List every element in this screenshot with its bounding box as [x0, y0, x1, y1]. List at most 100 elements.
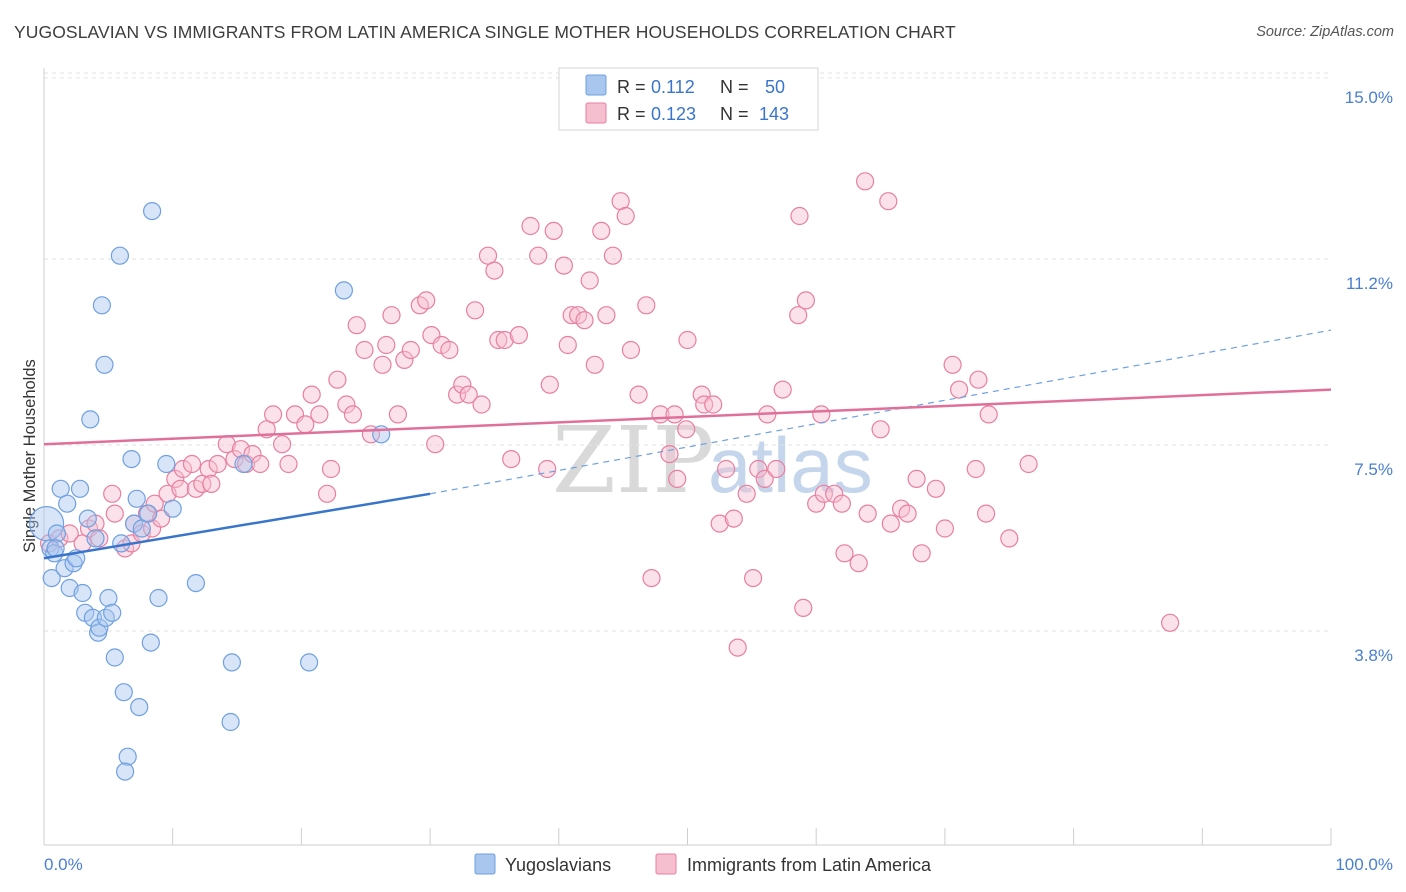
- latin-america-point: [724, 509, 743, 528]
- latin-america-point: [907, 469, 926, 488]
- latin-america-point: [296, 415, 315, 434]
- legend-r-label-1: R =: [617, 77, 646, 97]
- latin-america-point: [202, 474, 221, 493]
- latin-america-point: [382, 306, 401, 325]
- latin-america-point: [858, 504, 877, 523]
- latin-america-point: [585, 355, 604, 374]
- latin-america-point: [912, 544, 931, 563]
- latin-america-point: [621, 340, 641, 360]
- latin-america-point: [773, 380, 792, 399]
- latin-america-point: [728, 638, 747, 657]
- latin-america-point: [855, 172, 875, 191]
- latin-america-point: [580, 271, 599, 290]
- latin-america-point: [388, 405, 407, 424]
- latin-america-point: [767, 459, 786, 479]
- yugoslavian-point: [42, 568, 61, 588]
- source-credit: Source: ZipAtlas.com: [1256, 24, 1394, 40]
- y-axis-label: Single Mother Households: [21, 359, 39, 553]
- watermark-zip: ZIP: [552, 407, 714, 514]
- trend-lines: [43, 329, 1332, 560]
- latin-america-point: [794, 598, 813, 618]
- yugoslavian-point: [99, 588, 118, 608]
- y-tick-label: 15.0%: [1345, 88, 1393, 107]
- latin-america-point: [637, 296, 656, 315]
- yugoslavian-point: [81, 410, 100, 429]
- latin-america-point: [459, 385, 478, 404]
- latin-america-point: [426, 435, 445, 454]
- latin-america-point: [597, 306, 616, 325]
- latin-america-point: [789, 306, 808, 325]
- yugoslavian-point: [122, 450, 141, 469]
- yugoslavian-point: [64, 554, 83, 573]
- latin-america-point: [355, 340, 374, 360]
- latin-america-point: [279, 454, 298, 474]
- latin-america-point: [264, 405, 283, 424]
- y-tick-label: 11.2%: [1346, 274, 1393, 293]
- yugoslavian-point: [186, 573, 205, 593]
- latin-america-point: [749, 459, 768, 479]
- latin-america-point: [949, 380, 969, 399]
- latin-america-point: [171, 479, 190, 498]
- latin-america-point: [790, 206, 809, 226]
- latin-america-point: [90, 529, 109, 548]
- latin-america-point: [495, 330, 514, 350]
- bottom-legend-swatch-pink: [655, 853, 677, 875]
- latin-america-point: [704, 395, 723, 414]
- latin-america-point: [182, 454, 202, 474]
- latin-america-point: [969, 370, 988, 389]
- latin-america-point: [879, 192, 898, 211]
- latin-america-point: [540, 375, 559, 394]
- latin-america-point: [871, 420, 890, 439]
- yugoslavian-point: [141, 633, 160, 652]
- latin-america-point: [225, 450, 244, 469]
- yugoslavian-point: [143, 202, 162, 221]
- latin-america-point: [208, 454, 227, 474]
- latin-america-point: [417, 291, 436, 310]
- yugoslavian-trend-extension: [429, 329, 1332, 495]
- latin-america-point: [979, 405, 998, 424]
- yugoslavian-point: [51, 479, 70, 498]
- yugoslavian-point: [139, 504, 158, 523]
- latin-america-point: [337, 395, 356, 414]
- yugoslavian-point: [103, 603, 122, 622]
- latin-america-point: [660, 445, 679, 464]
- yugoslavian-point: [115, 762, 135, 781]
- yugoslavian-point: [163, 499, 182, 518]
- x-tick-label-min: 0.0%: [44, 855, 83, 874]
- latin-america-point: [825, 484, 844, 503]
- latin-america-point: [755, 469, 774, 488]
- yugoslavian-point: [234, 454, 253, 474]
- chart-title: YUGOSLAVIAN VS IMMIGRANTS FROM LATIN AME…: [14, 22, 956, 42]
- latin-america-point: [273, 435, 292, 454]
- latin-america-point: [716, 459, 736, 479]
- latin-america-point: [343, 405, 362, 424]
- latin-america-point: [898, 504, 917, 523]
- latin-america-point: [166, 469, 185, 488]
- latin-america-point: [796, 291, 816, 310]
- yugoslavian-point: [78, 509, 97, 528]
- latin-america-point: [737, 484, 756, 503]
- latin-america-point: [665, 405, 684, 424]
- latin-america-point: [472, 395, 491, 414]
- yugoslavian-point: [110, 246, 130, 265]
- latin-america-point: [678, 330, 697, 350]
- legend-swatch-pink: [585, 102, 607, 124]
- legend-n-value-1: 50: [765, 77, 785, 97]
- legend-r-value-1: 0.112: [651, 77, 695, 97]
- latin-america-point: [575, 311, 594, 330]
- latin-america-point: [377, 335, 396, 355]
- bottom-legend-label-latin-america: Immigrants from Latin America: [687, 855, 932, 875]
- yugoslavian-point: [118, 747, 137, 766]
- latin-america-point: [318, 484, 337, 503]
- yugoslavian-point: [55, 559, 74, 578]
- latin-america-point: [832, 494, 852, 513]
- latin-america-trend-line: [43, 388, 1332, 446]
- latin-america-point: [395, 350, 414, 369]
- yugoslavian-point: [105, 648, 124, 667]
- latin-america-point: [173, 459, 193, 479]
- legend-r-label-2: R =: [617, 104, 646, 124]
- latin-america-point: [926, 479, 946, 498]
- bottom-legend-label-yugoslavians: Yugoslavians: [505, 855, 611, 875]
- stats-legend: R = 0.112 N = 50 R = 0.123 N = 143: [558, 67, 819, 131]
